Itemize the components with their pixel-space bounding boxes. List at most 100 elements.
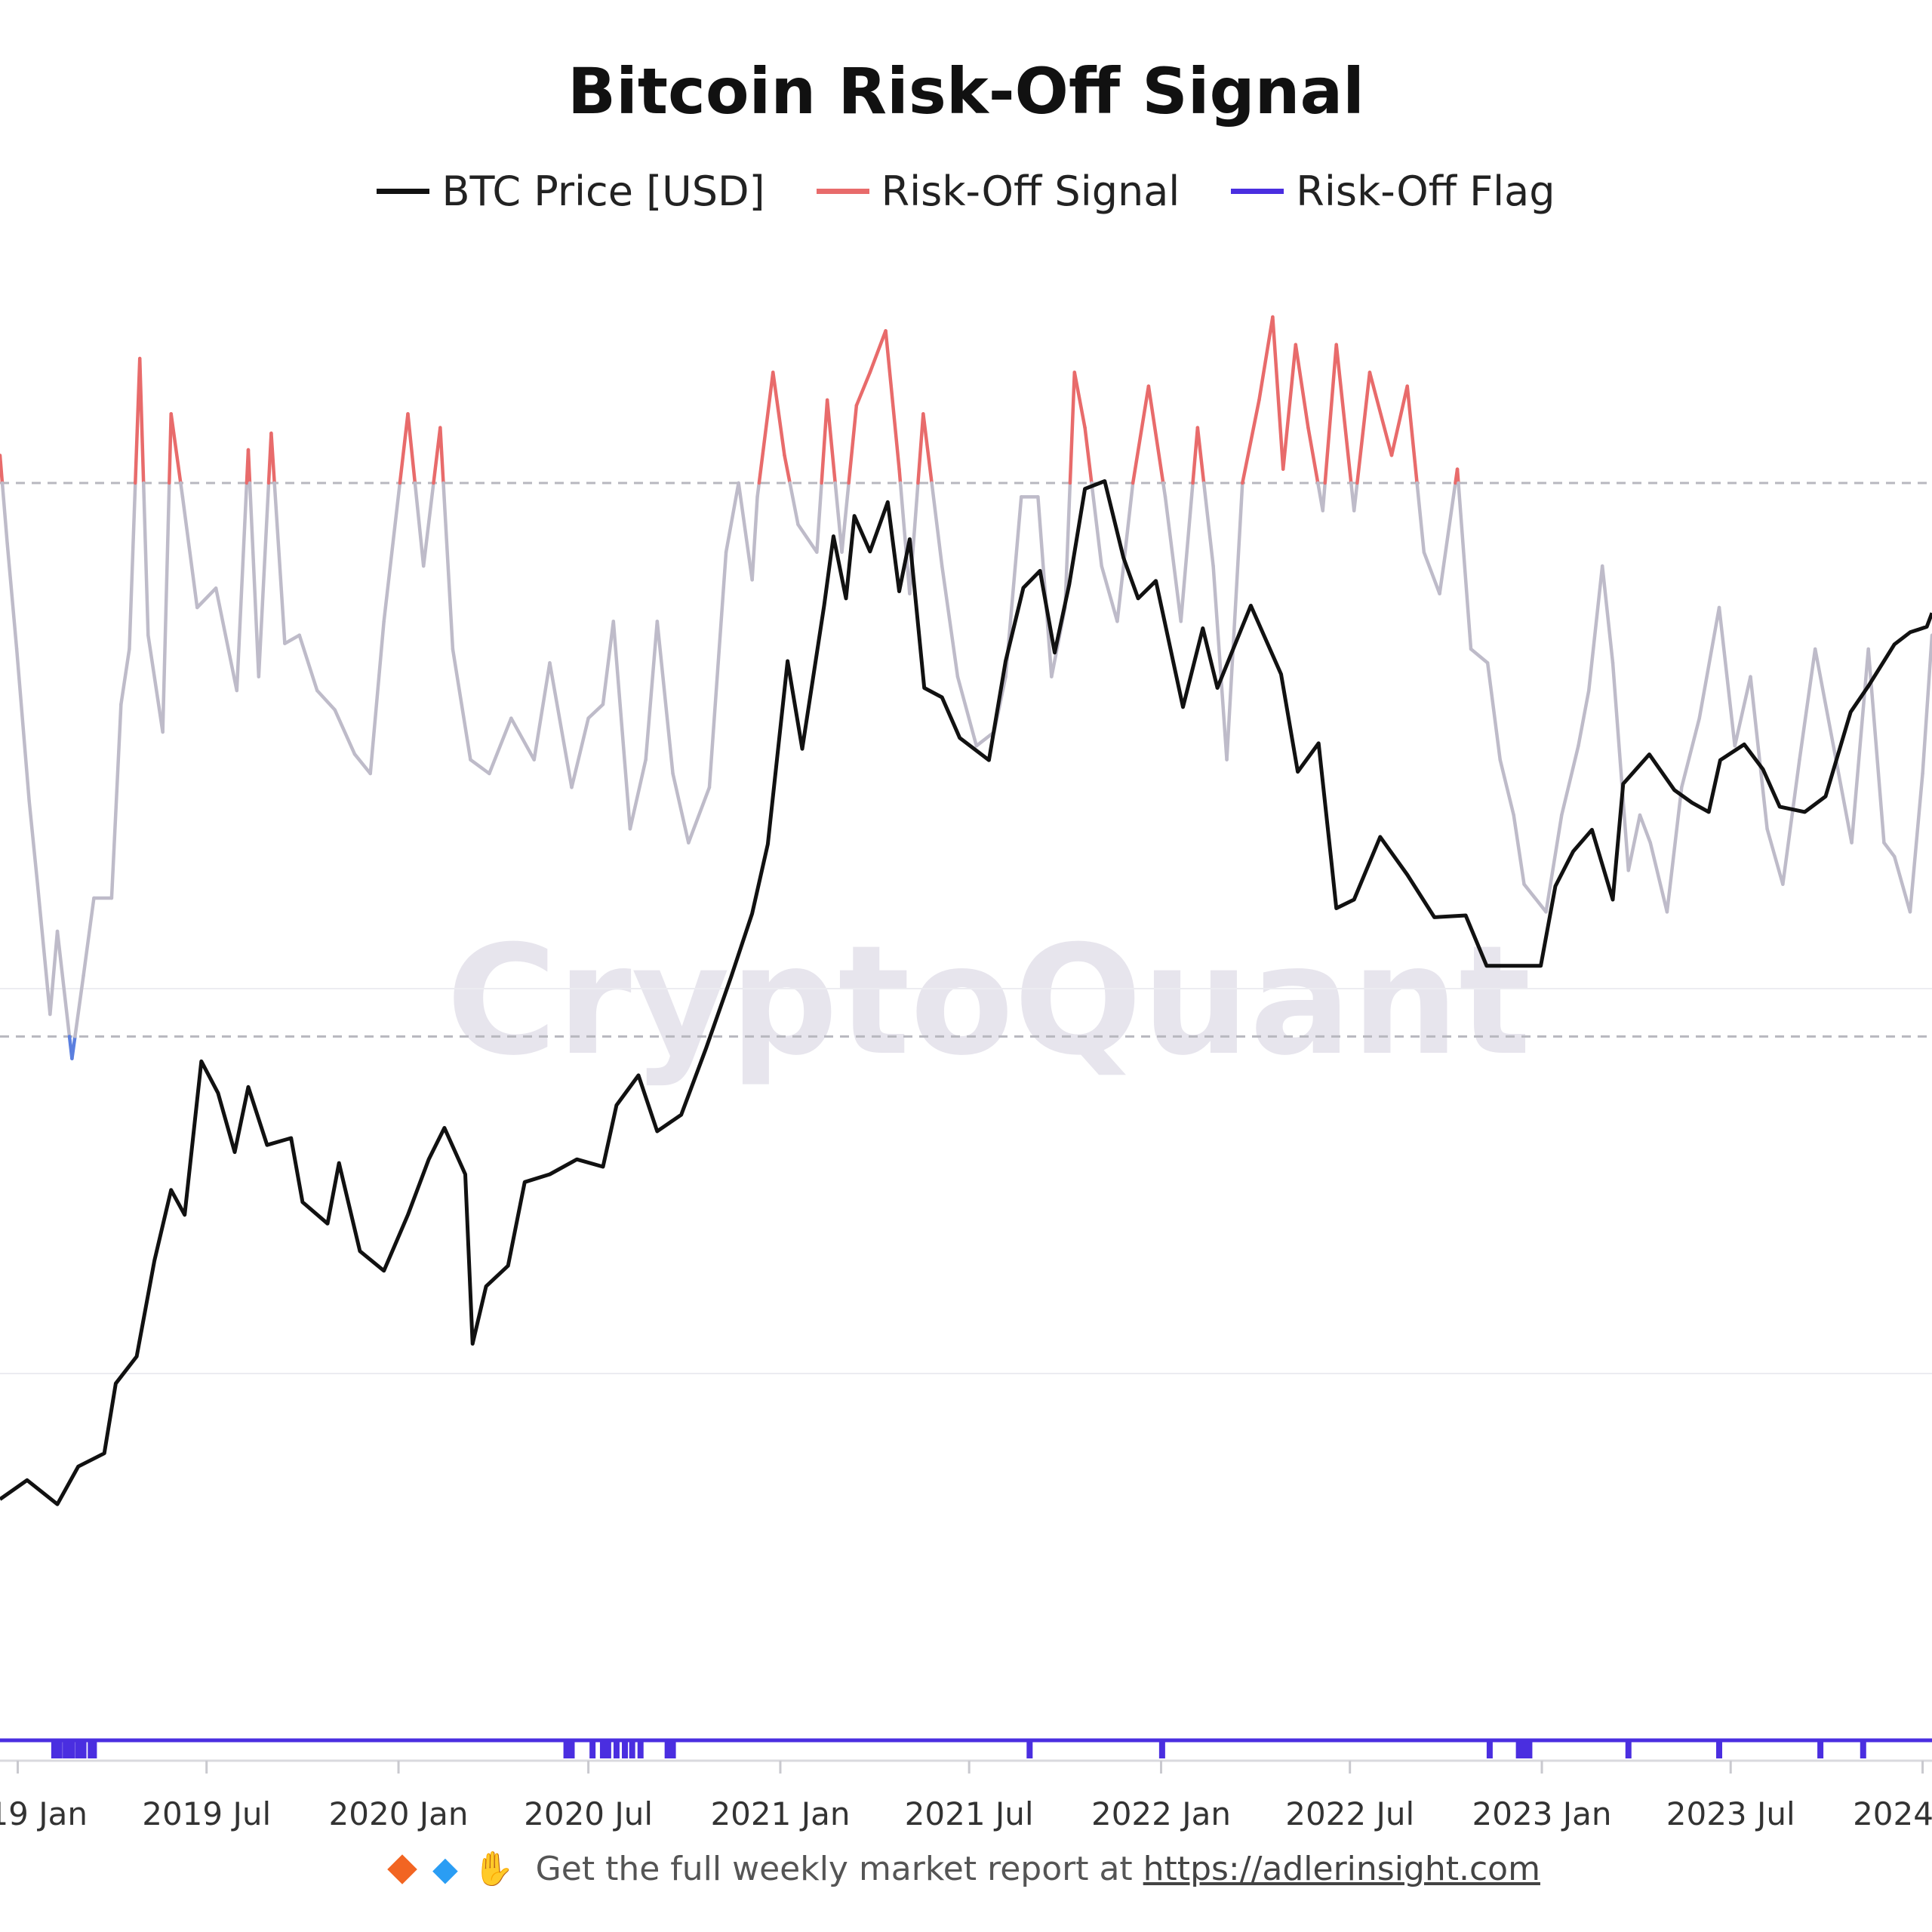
legend-label: Risk-Off Signal — [881, 168, 1180, 215]
risk-off-signal-segment — [5, 542, 19, 651]
risk-off-flag-mark — [629, 1740, 635, 1758]
risk-off-signal-segment — [757, 371, 775, 485]
risk-off-signal-segment — [141, 481, 150, 637]
risk-off-signal-segment — [1680, 716, 1701, 789]
threshold-lines — [0, 481, 1932, 1038]
watermark: CryptoQuant — [446, 913, 1531, 1089]
risk-off-signal-segment — [441, 481, 455, 651]
risk-off-flag-mark — [69, 1740, 75, 1758]
risk-off-flag-mark — [563, 1740, 570, 1758]
risk-off-flag-mark — [1026, 1740, 1033, 1758]
risk-off-signal-segment — [707, 550, 728, 789]
risk-off-flag-mark — [621, 1740, 628, 1758]
risk-off-flag-mark — [1515, 1740, 1522, 1758]
risk-off-signal-segment — [868, 329, 888, 374]
risk-off-signal-segment — [509, 716, 536, 761]
risk-off-signal-segment — [1717, 605, 1737, 748]
risk-off-flag-mark — [1625, 1740, 1632, 1758]
risk-off-signal-segment — [1352, 481, 1359, 512]
risk-off-signal-segment — [1367, 371, 1394, 457]
risk-off-signal-segment — [1090, 481, 1103, 568]
legend-item-btc-price[interactable]: BTC Price [USD] — [377, 168, 765, 215]
x-tick-label: 2023 Jan — [1472, 1795, 1612, 1832]
risk-off-signal-segment — [628, 758, 648, 831]
risk-off-signal-segment — [352, 752, 372, 776]
risk-off-signal-segment — [815, 481, 823, 554]
risk-off-signal-segment — [737, 481, 754, 582]
legend-label: BTC Price [USD] — [441, 168, 765, 215]
btc-price-swatch — [377, 189, 430, 194]
footer-link[interactable]: https://adlerinsight.com — [1143, 1850, 1540, 1888]
risk-off-signal-segment — [820, 398, 829, 485]
risk-off-signal-segment — [1072, 371, 1087, 429]
risk-off-signal-segment — [70, 1035, 77, 1060]
legend-item-risk-off-signal[interactable]: Risk-Off Signal — [816, 168, 1180, 215]
risk-off-signal-segment — [1146, 384, 1165, 485]
risk-off-signal-segment — [272, 481, 287, 645]
risk-off-flag-mark — [63, 1740, 69, 1758]
risk-off-signal-segment — [1241, 398, 1261, 485]
risk-off-signal-segment — [1781, 758, 1801, 886]
risk-off-signal-segment — [1257, 315, 1275, 402]
risk-off-flag-mark — [613, 1740, 620, 1758]
risk-off-signal-segment — [750, 495, 759, 582]
risk-off-signal-segment — [788, 481, 800, 527]
legend-label: Risk-Off Flag — [1296, 168, 1555, 215]
risk-off-signal-segment — [1389, 384, 1409, 457]
risk-off-signal-segment — [1892, 854, 1912, 914]
risk-off-signal-segment — [1161, 481, 1168, 499]
risk-off-signal-segment — [1100, 564, 1119, 623]
risk-off-signal-segment — [611, 620, 632, 831]
risk-off-signal-segment — [548, 661, 574, 789]
risk-off-signal-segment — [1485, 661, 1502, 761]
risk-off-signal-segment — [1469, 647, 1490, 665]
risk-off-signal-line — [0, 315, 1932, 1060]
risk-off-signal-segment — [248, 481, 261, 678]
risk-off-signal-segment — [783, 454, 792, 485]
risk-off-signal-segment — [1195, 426, 1206, 485]
risk-off-signal-segment — [671, 771, 691, 844]
risk-off-signal-segment — [246, 448, 252, 485]
risk-off-flag-mark — [599, 1740, 606, 1758]
risk-off-signal-segment — [214, 586, 239, 693]
risk-off-signal-segment — [333, 708, 357, 756]
risk-off-signal-segment — [884, 329, 901, 471]
risk-off-signal-segment — [755, 481, 761, 499]
risk-off-signal-segment — [921, 412, 934, 485]
risk-off-signal-segment — [55, 929, 72, 1038]
risk-off-signal-segment — [1063, 481, 1072, 610]
risk-off-signal-segment — [586, 703, 605, 720]
risk-off-signal-segment — [940, 564, 960, 678]
x-tick-label: 2023 Jul — [1666, 1795, 1795, 1832]
risk-off-signal-segment — [1455, 467, 1460, 485]
risk-off-signal-segment — [854, 371, 872, 408]
risk-off-signal-segment — [128, 481, 137, 651]
risk-off-signal-segment — [180, 495, 199, 610]
risk-off-flag-mark — [669, 1740, 676, 1758]
risk-off-flag-mark — [1521, 1740, 1527, 1758]
risk-off-signal-segment — [368, 620, 386, 776]
risk-off-signal-segment — [168, 412, 173, 485]
risk-off-signal-segment — [269, 431, 276, 485]
chart-title: Bitcoin Risk-Off Signal — [568, 54, 1364, 128]
risk-off-signal-segment — [421, 481, 435, 568]
risk-off-signal-segment — [1611, 661, 1631, 872]
risk-off-signal-segment — [382, 481, 402, 623]
risk-off-signal-segment — [1306, 426, 1320, 485]
risk-off-signal-segment — [1321, 481, 1327, 512]
legend-item-risk-off-flag[interactable]: Risk-Off Flag — [1231, 168, 1555, 215]
risk-off-signal-segment — [1422, 550, 1441, 595]
risk-off-signal-segment — [1131, 384, 1151, 485]
x-tick-label: 2022 Jan — [1091, 1795, 1231, 1832]
risk-off-signal-segment — [1749, 675, 1769, 831]
risk-off-signal-segment — [916, 412, 925, 485]
risk-off-signal-segment — [27, 799, 40, 886]
risk-off-signal-segment — [406, 412, 417, 485]
risk-off-signal-segment — [1163, 495, 1183, 623]
risk-off-flag-mark — [605, 1740, 611, 1758]
risk-off-flag-line — [0, 1738, 1932, 1758]
risk-off-signal-segment — [796, 522, 819, 554]
risk-off-signal-segment — [897, 467, 903, 485]
risk-off-signal-segment — [1733, 675, 1752, 748]
